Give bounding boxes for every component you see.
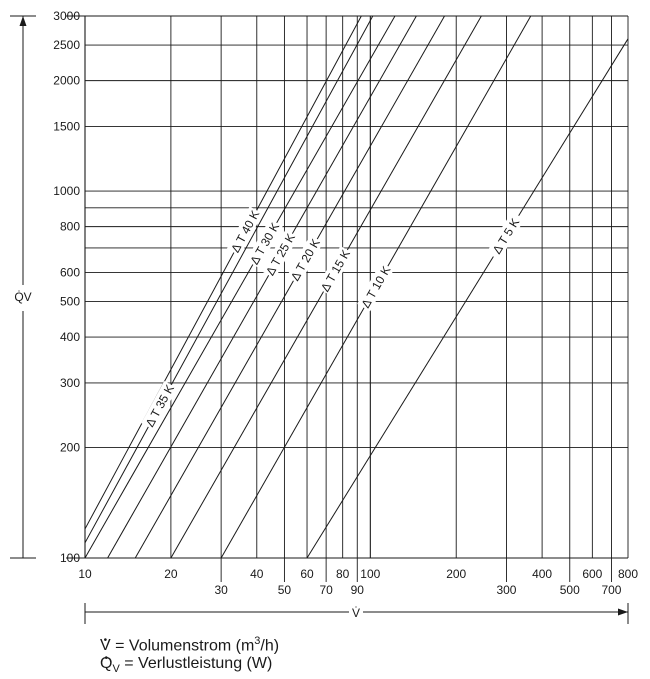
legend-heat-loss: • QV = Verlustleistung (W) [100,653,273,676]
curve-line [107,15,417,559]
curve-label: Δ T 15 K [318,247,353,294]
x-tick-label: 800 [618,567,638,581]
y-tick-label: 3000 [53,9,80,23]
x-tick-label: 30 [214,583,228,597]
curve-label-group: Δ T 5 K [486,211,525,261]
curve-label-group: Δ T 10 K [357,262,394,312]
curve-label-bg [261,229,299,279]
curve-label-bg [245,218,283,268]
curve-label-group: Δ T 15 K [316,245,354,296]
x-tick-label: 60 [300,567,314,581]
legend-v-text: = Volumenstrom (m [110,637,255,655]
legend-v-unit: /h) [260,637,280,655]
curve-line [134,15,445,559]
x-tick-labels: 10 20 40 60 80 100 200 400 600 800 30 50 70 90 300 500 7… [78,567,638,597]
y-tick-label: 500 [60,295,80,309]
curve-label-bg [357,262,394,312]
grid [66,15,629,582]
curve-label-bg [226,206,263,256]
x-axis-symbol: V̇ [352,606,360,620]
legend-q-text: = Verlustleistung (W) [119,655,273,673]
x-tick-label: 500 [560,583,580,597]
y-tick-label: 300 [60,376,80,390]
curve-label-bg [486,211,525,261]
x-tick-label: 90 [351,583,365,597]
y-tick-label: 1000 [53,184,80,198]
x-tick-label: 70 [319,583,333,597]
curve-line [84,15,396,559]
y-tick-label: 2000 [53,74,80,88]
curves: Δ T 40 KΔ T 35 KΔ T 30 KΔ T 25 KΔ T 20 K… [84,15,629,559]
legend: • V = Volumenstrom (m3/h) • QV = Verlustle… [100,632,279,679]
curve-label-bg [286,235,324,285]
x-tick-label: 200 [446,567,466,581]
y-axis-arrow: Q̇V [10,15,36,559]
y-tick-label: 800 [60,220,80,234]
y-tick-label: 2500 [53,38,80,52]
curve-line [84,15,374,544]
curve-line [306,38,629,559]
y-tick-labels: 100 200 300 400 500 600 800 1000 1500 2000 2500 300… [53,9,80,565]
x-tick-label: 20 [164,567,178,581]
x-tick-label: 10 [78,567,92,581]
curve-label-bg [141,380,178,431]
legend-volume-flow: • V = Volumenstrom (m3/h) [100,635,280,655]
x-tick-label: 100 [360,567,380,581]
legend-q-symbol: Q [100,655,113,673]
y-tick-label: 200 [60,441,80,455]
curve-label-bg [316,245,354,296]
y-tick-label: 600 [60,265,80,279]
x-axis-arrow: V̇ [84,603,629,624]
x-tick-label: 600 [582,567,602,581]
x-tick-label: 40 [250,567,264,581]
x-tick-label: 80 [336,567,350,581]
x-tick-label: 700 [601,583,621,597]
y-tick-label: 1500 [53,119,80,133]
y-tick-label: 100 [60,551,80,565]
y-axis-symbol: Q̇V [14,290,31,304]
curve-label: Δ T 10 K [359,264,394,311]
legend-v-symbol: V [100,637,111,655]
legend-v-sup: 3 [254,635,261,647]
x-tick-label: 400 [532,567,552,581]
legend-q-sub: V [112,663,120,676]
y-tick-label: 400 [60,330,80,344]
curve-line [84,15,362,530]
x-tick-label: 300 [496,583,516,597]
x-tick-label: 50 [278,583,292,597]
